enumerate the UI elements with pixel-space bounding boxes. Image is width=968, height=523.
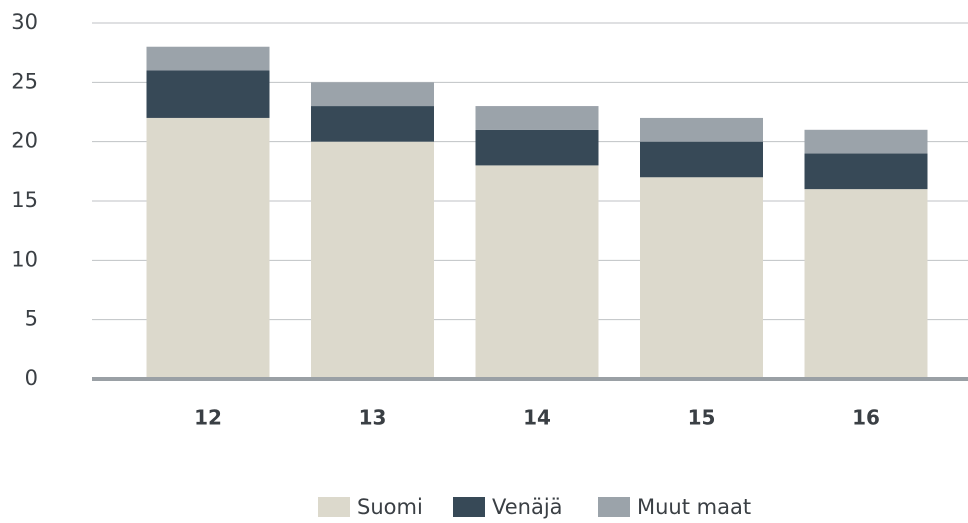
y-tick-label: 20 bbox=[11, 129, 38, 153]
bar-segment bbox=[804, 153, 928, 190]
bar-segment bbox=[640, 117, 763, 142]
x-tick-label: 13 bbox=[359, 406, 387, 430]
bar-segment bbox=[804, 129, 928, 154]
legend-swatch bbox=[598, 497, 630, 517]
y-tick-label: 30 bbox=[11, 10, 38, 34]
y-tick-label: 10 bbox=[11, 247, 38, 271]
x-tick-label: 16 bbox=[852, 406, 880, 430]
bar-segment bbox=[804, 189, 928, 379]
legend-label: Suomi bbox=[357, 495, 423, 519]
bar-segment bbox=[146, 117, 270, 379]
legend-label: Muut maat bbox=[637, 495, 751, 519]
bar-segment bbox=[311, 106, 434, 142]
y-tick-label: 5 bbox=[25, 307, 38, 331]
legend-swatch bbox=[318, 497, 350, 517]
y-tick-label: 15 bbox=[11, 188, 38, 212]
x-tick-label: 15 bbox=[688, 406, 716, 430]
bar-segment bbox=[640, 177, 763, 379]
bar-segment bbox=[475, 165, 599, 379]
bar-segment bbox=[640, 141, 763, 178]
bar-segment bbox=[475, 106, 599, 130]
bar-segment bbox=[146, 70, 270, 118]
x-tick-label: 14 bbox=[523, 406, 551, 430]
bar-segment bbox=[146, 46, 270, 71]
bar-segment bbox=[475, 129, 599, 166]
y-tick-label: 25 bbox=[11, 69, 38, 93]
y-tick-label: 0 bbox=[25, 366, 38, 390]
bar-segment bbox=[311, 82, 434, 107]
legend-swatch bbox=[453, 497, 485, 517]
bar-segment bbox=[311, 141, 434, 379]
x-tick-label: 12 bbox=[194, 406, 222, 430]
legend-label: Venäjä bbox=[492, 495, 563, 519]
